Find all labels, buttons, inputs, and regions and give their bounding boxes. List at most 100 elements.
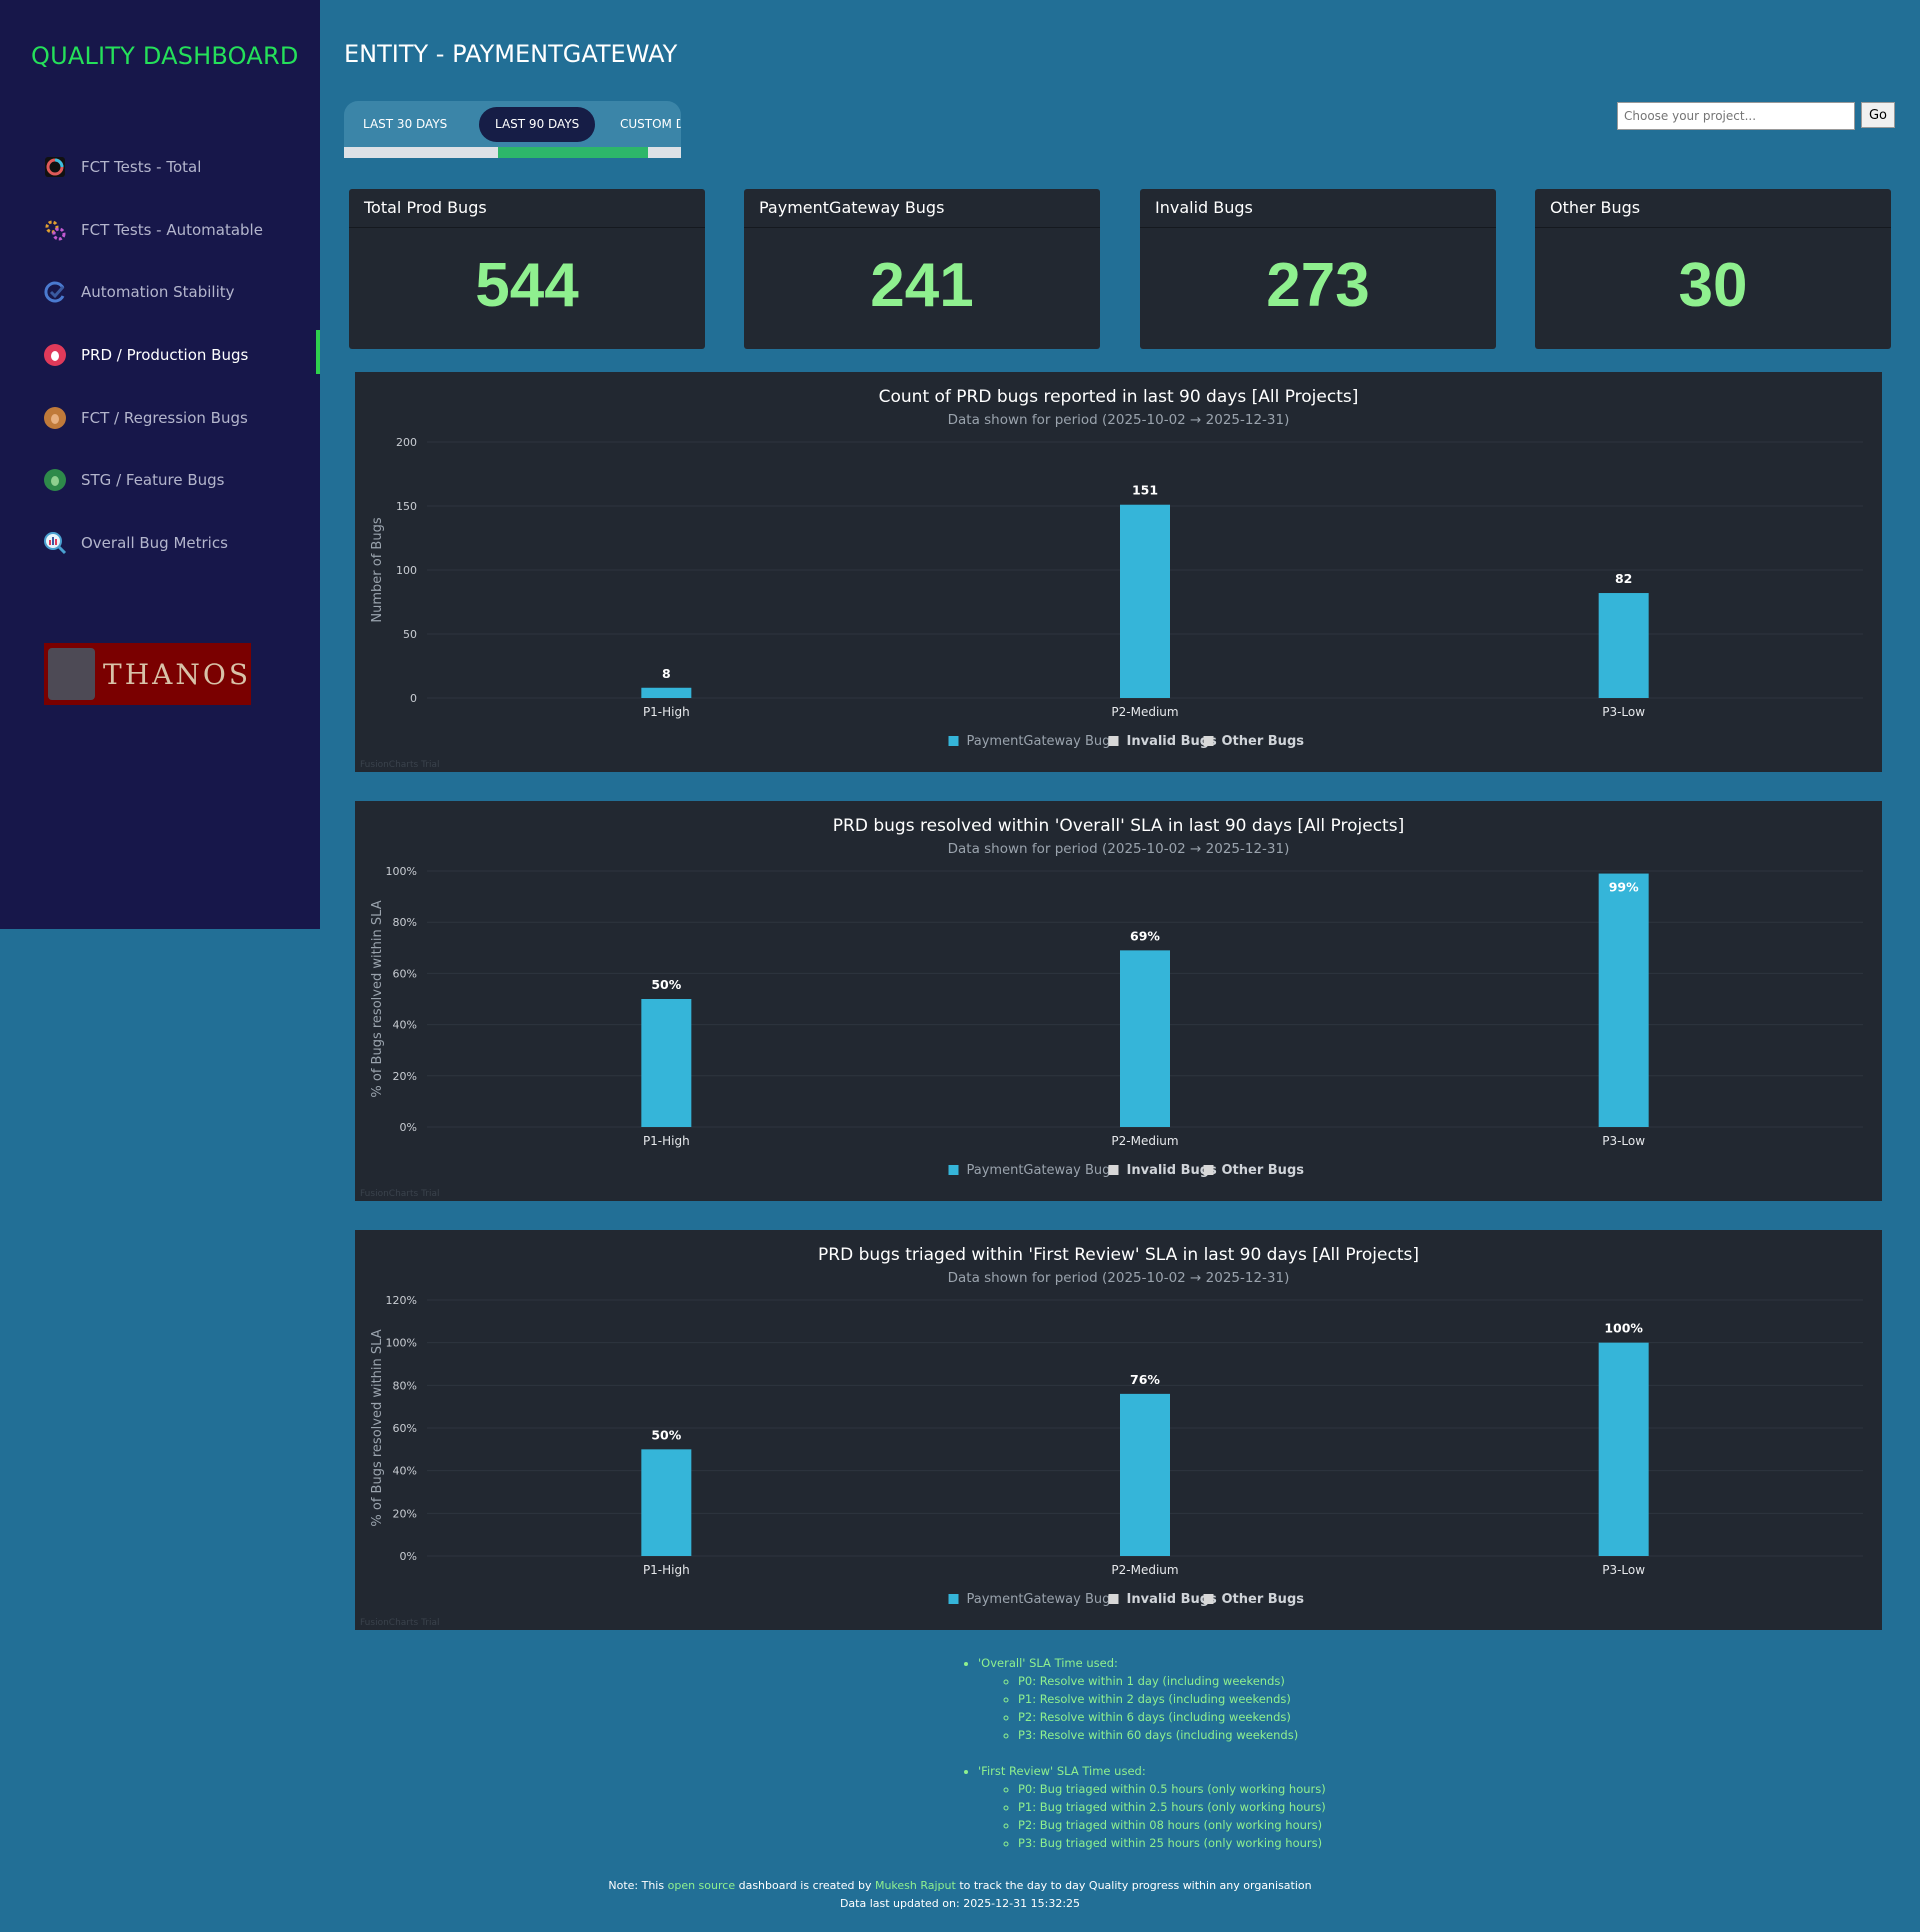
data-label: 8 (662, 666, 671, 681)
last-updated: Data last updated on: 2025-12-31 15:32:2… (839, 1897, 1081, 1910)
go-button[interactable]: Go (1861, 102, 1895, 128)
footer-suffix: to track the day to day Quality progress… (959, 1879, 1312, 1892)
sla-notes: 'Overall' SLA Time used: P0: Resolve wit… (960, 1654, 1326, 1852)
sidebar-item-overall-metrics[interactable]: Overall Bug Metrics (0, 512, 320, 575)
y-tick-label: 200 (396, 436, 417, 449)
legend-swatch (1108, 736, 1119, 746)
x-tick-label: P1-High (643, 705, 690, 719)
list-item: P1: Resolve within 2 days (including wee… (1018, 1690, 1326, 1708)
sidebar-item-automation-stability[interactable]: Automation Stability (0, 261, 320, 324)
legend-swatch (948, 1594, 959, 1604)
invalid-bugs-card: Invalid Bugs 273 (1140, 189, 1496, 349)
watermark: FusionCharts Trial (360, 760, 439, 770)
watermark: FusionCharts Trial (360, 1189, 439, 1199)
legend-swatch (1203, 736, 1214, 746)
brand-title[interactable]: QUALITY DASHBOARD (31, 42, 299, 70)
y-tick-label: 60% (393, 1422, 417, 1435)
card-title: Total Prod Bugs (349, 189, 705, 228)
gears-icon (43, 218, 67, 242)
card-title: PaymentGateway Bugs (744, 189, 1100, 228)
legend-swatch (1203, 1165, 1214, 1175)
list-item: P0: Bug triaged within 0.5 hours (only w… (1018, 1780, 1326, 1798)
y-tick-label: 0% (400, 1121, 417, 1134)
x-tick-label: P2-Medium (1111, 705, 1178, 719)
sidebar-item-label: FCT Tests - Total (81, 158, 202, 177)
sidebar-item-label: Overall Bug Metrics (81, 533, 228, 552)
card-value: 241 (870, 251, 974, 320)
legend-swatch (1108, 1165, 1119, 1175)
range-custom-dates[interactable]: CUSTOM DA (620, 117, 681, 131)
data-label: 76% (1130, 1372, 1160, 1387)
check-cycle-icon (43, 280, 67, 304)
y-tick-label: 0% (400, 1550, 417, 1563)
legend-item: PaymentGateway Bugs (967, 734, 1118, 749)
legend-item: Invalid Bugs (1127, 734, 1218, 749)
chart-overall-sla: PRD bugs resolved within 'Overall' SLA i… (355, 801, 1882, 1201)
y-tick-label: 150 (396, 500, 417, 513)
project-search-input[interactable] (1617, 102, 1855, 130)
y-tick-label: 20% (393, 1070, 417, 1083)
overall-sla-title: 'Overall' SLA Time used: (978, 1656, 1118, 1670)
chart-title: PRD bugs resolved within 'Overall' SLA i… (833, 816, 1404, 836)
range-last-30-days[interactable]: LAST 30 DAYS (363, 117, 448, 131)
x-tick-label: P3-Low (1602, 1134, 1645, 1148)
bar (1120, 504, 1170, 698)
bar (1120, 950, 1170, 1127)
y-axis-label: % of Bugs resolved within SLA (370, 1329, 385, 1526)
legend-item: Other Bugs (1222, 1592, 1305, 1607)
legend-item: Other Bugs (1222, 1163, 1305, 1178)
sidebar-item-fct-total[interactable]: FCT Tests - Total (0, 136, 320, 199)
sidebar-item-label: Automation Stability (81, 283, 235, 302)
x-tick-label: P2-Medium (1111, 1134, 1178, 1148)
data-label: 50% (651, 977, 681, 992)
y-tick-label: 0 (410, 692, 417, 705)
footer-note: Note: This open source dashboard is crea… (0, 1879, 1920, 1892)
data-label: 69% (1130, 928, 1160, 943)
legend-swatch (948, 736, 959, 746)
logo-text: THANOS (103, 657, 251, 691)
date-range-selector: LAST 30 DAYS LAST 90 DAYS CUSTOM DA (344, 101, 681, 158)
chart-first-review-sla: PRD bugs triaged within 'First Review' S… (355, 1230, 1882, 1630)
legend-swatch (1203, 1594, 1214, 1604)
range-last-90-days[interactable]: LAST 90 DAYS (479, 107, 596, 142)
y-tick-label: 100% (386, 1337, 417, 1350)
x-tick-label: P2-Medium (1111, 1563, 1178, 1577)
y-tick-label: 120% (386, 1294, 417, 1307)
author-link[interactable]: Mukesh Rajput (874, 1879, 956, 1892)
sidebar-item-label: PRD / Production Bugs (81, 346, 249, 365)
other-bugs-card: Other Bugs 30 (1535, 189, 1891, 349)
legend-item: Invalid Bugs (1127, 1163, 1218, 1178)
list-item: P0: Resolve within 1 day (including week… (1018, 1672, 1326, 1690)
legend-swatch (1108, 1594, 1119, 1604)
chart-svg: PRD bugs resolved within 'Overall' SLA i… (360, 816, 1863, 1199)
y-axis-label: Number of Bugs (370, 517, 385, 622)
open-source-link[interactable]: open source (667, 1879, 736, 1892)
card-value: 544 (475, 251, 579, 320)
first-review-sla-group: 'First Review' SLA Time used: P0: Bug tr… (978, 1762, 1326, 1852)
bug-icon (43, 468, 67, 492)
page-title: ENTITY - PAYMENTGATEWAY (344, 40, 678, 68)
bug-icon (43, 343, 67, 367)
bar (1598, 593, 1649, 698)
total-prod-bugs-card: Total Prod Bugs 544 (349, 189, 705, 349)
chart-subtitle: Data shown for period (2025-10-02 → 2025… (948, 1270, 1290, 1286)
sidebar-item-prd-bugs[interactable]: PRD / Production Bugs (0, 324, 320, 387)
chart-title: Count of PRD bugs reported in last 90 da… (879, 387, 1359, 407)
sidebar-item-label: FCT / Regression Bugs (81, 408, 248, 427)
legend-item: Invalid Bugs (1127, 1592, 1218, 1607)
sidebar-item-stg-feature[interactable]: STG / Feature Bugs (0, 449, 320, 512)
chart-prd-bug-count: Count of PRD bugs reported in last 90 da… (355, 372, 1882, 772)
sidebar-item-fct-automatable[interactable]: FCT Tests - Automatable (0, 199, 320, 262)
bug-icon (43, 406, 67, 430)
x-tick-label: P3-Low (1602, 705, 1645, 719)
list-item: P2: Resolve within 6 days (including wee… (1018, 1708, 1326, 1726)
chart-subtitle: Data shown for period (2025-10-02 → 2025… (948, 841, 1290, 857)
footer-middle: dashboard is created by (738, 1879, 872, 1892)
sidebar-item-label: FCT Tests - Automatable (81, 220, 263, 239)
list-item: P3: Bug triaged within 25 hours (only wo… (1018, 1834, 1326, 1852)
range-slider-fill[interactable] (498, 147, 648, 158)
logo-character-image (48, 648, 96, 700)
sidebar-item-fct-regression[interactable]: FCT / Regression Bugs (0, 386, 320, 449)
legend-item: Other Bugs (1222, 734, 1305, 749)
chart-title: PRD bugs triaged within 'First Review' S… (818, 1245, 1419, 1265)
